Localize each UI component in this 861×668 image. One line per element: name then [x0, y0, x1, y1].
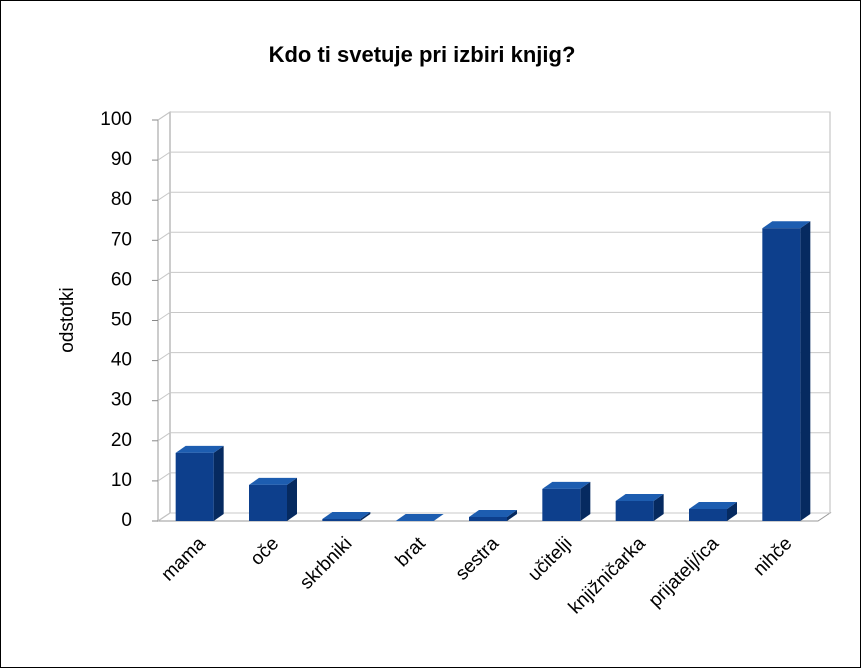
bar-front — [615, 500, 654, 521]
y-tick-label: 30 — [111, 390, 132, 411]
bar — [175, 445, 224, 521]
bar-front — [322, 518, 361, 521]
bar — [615, 493, 664, 521]
bar — [249, 477, 297, 521]
bar — [689, 501, 737, 521]
grid-line — [157, 151, 830, 161]
bar-side — [800, 221, 811, 521]
y-tick-label: 100 — [100, 109, 132, 130]
bar-top — [689, 501, 737, 509]
grid-line — [157, 512, 830, 522]
y-tick-label: 20 — [111, 430, 132, 451]
y-tick-label: 80 — [111, 189, 132, 210]
bar-front — [762, 228, 801, 521]
grid-line — [157, 352, 830, 362]
grid-line — [157, 432, 830, 442]
bar-side — [213, 445, 224, 521]
grid-line — [157, 111, 830, 121]
bar-side — [287, 477, 297, 521]
bar-top — [542, 481, 591, 489]
y-axis-label: odstotki — [57, 287, 78, 352]
bar-front — [542, 488, 581, 521]
bar-top — [469, 509, 517, 517]
bar-top — [395, 514, 444, 521]
bar-top — [615, 493, 664, 501]
bar — [395, 514, 444, 521]
bar-front — [469, 516, 507, 521]
bar-front — [249, 484, 287, 521]
y-tick-label: 10 — [111, 470, 132, 491]
bar — [469, 509, 517, 521]
bar-front — [175, 452, 214, 521]
bar — [762, 221, 811, 521]
bar-side — [580, 481, 591, 521]
bar-side — [507, 509, 517, 521]
grid-line — [157, 191, 830, 201]
bar — [322, 511, 371, 521]
bar-top — [175, 445, 224, 453]
bar-front — [689, 508, 727, 521]
chart-title: Kdo ti svetuje pri izbiri knjig? — [269, 42, 576, 67]
y-tick-label: 0 — [121, 510, 132, 531]
grid-line — [157, 472, 830, 482]
grid-line — [157, 271, 830, 281]
grid-line — [157, 312, 830, 321]
y-tick-label: 70 — [111, 229, 132, 250]
bar-side — [727, 501, 737, 521]
bar — [542, 481, 591, 521]
bar-top — [249, 477, 297, 485]
bar-side — [360, 511, 371, 521]
bar-side — [653, 493, 664, 521]
y-tick-label: 60 — [111, 269, 132, 290]
y-tick-label: 40 — [111, 350, 132, 371]
bar-top — [762, 221, 811, 229]
y-tick-label: 90 — [111, 149, 132, 170]
y-tick-label: 50 — [111, 310, 132, 331]
grid-line — [157, 392, 830, 402]
grid-line — [157, 231, 830, 241]
bar-top — [322, 511, 371, 519]
